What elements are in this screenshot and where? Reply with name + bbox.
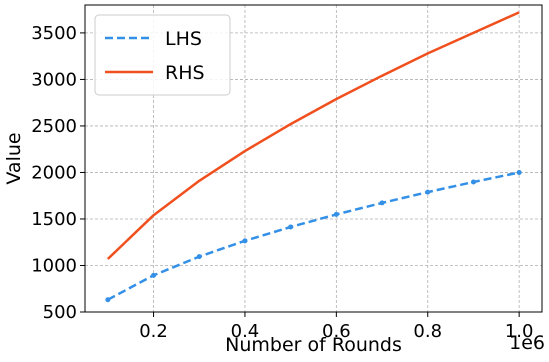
x-tick-label: 0.2	[139, 321, 168, 342]
data-point-lhs	[470, 179, 476, 185]
data-point-lhs	[105, 297, 111, 303]
series-lines	[105, 11, 522, 303]
legend: LHS RHS	[94, 14, 231, 96]
data-point-lhs	[516, 169, 522, 175]
y-tick-label: 500	[43, 302, 77, 323]
x-tick-label: 0.4	[231, 321, 260, 342]
x-tick-label: 1.0	[505, 321, 534, 342]
x-tick-label: 0.8	[413, 321, 442, 342]
y-tick-label: 2000	[31, 162, 77, 183]
y-tick-label: 1000	[31, 255, 77, 276]
grid	[85, 5, 542, 313]
series-line-lhs	[107, 171, 520, 301]
series-line-rhs	[106, 11, 520, 260]
y-tick-label: 3500	[31, 23, 77, 44]
ticks: 0.2 0.4 0.6 0.8 1.0 500 1000 1500 2000 2500 3000 35…	[31, 23, 533, 342]
data-point-lhs	[151, 272, 157, 278]
legend-label-rhs: RHS	[165, 62, 205, 84]
x-tick-label: 0.6	[322, 321, 351, 342]
x-axis-offset-label: 1e6	[509, 332, 545, 354]
x-axis-label: Number of Rounds	[225, 334, 402, 356]
y-axis-label: Value	[3, 132, 25, 184]
data-point-lhs	[425, 189, 431, 195]
y-tick-label: 1500	[31, 209, 77, 230]
data-point-lhs	[196, 254, 202, 260]
data-point-lhs	[379, 200, 385, 206]
data-point-lhs	[333, 211, 339, 217]
y-tick-label: 2500	[31, 116, 77, 137]
data-point-lhs	[288, 224, 294, 230]
legend-box	[94, 14, 231, 96]
plot-frame	[84, 4, 543, 313]
legend-label-lhs: LHS	[165, 28, 202, 50]
data-point-lhs	[242, 238, 248, 244]
y-tick-label: 3000	[31, 69, 77, 90]
